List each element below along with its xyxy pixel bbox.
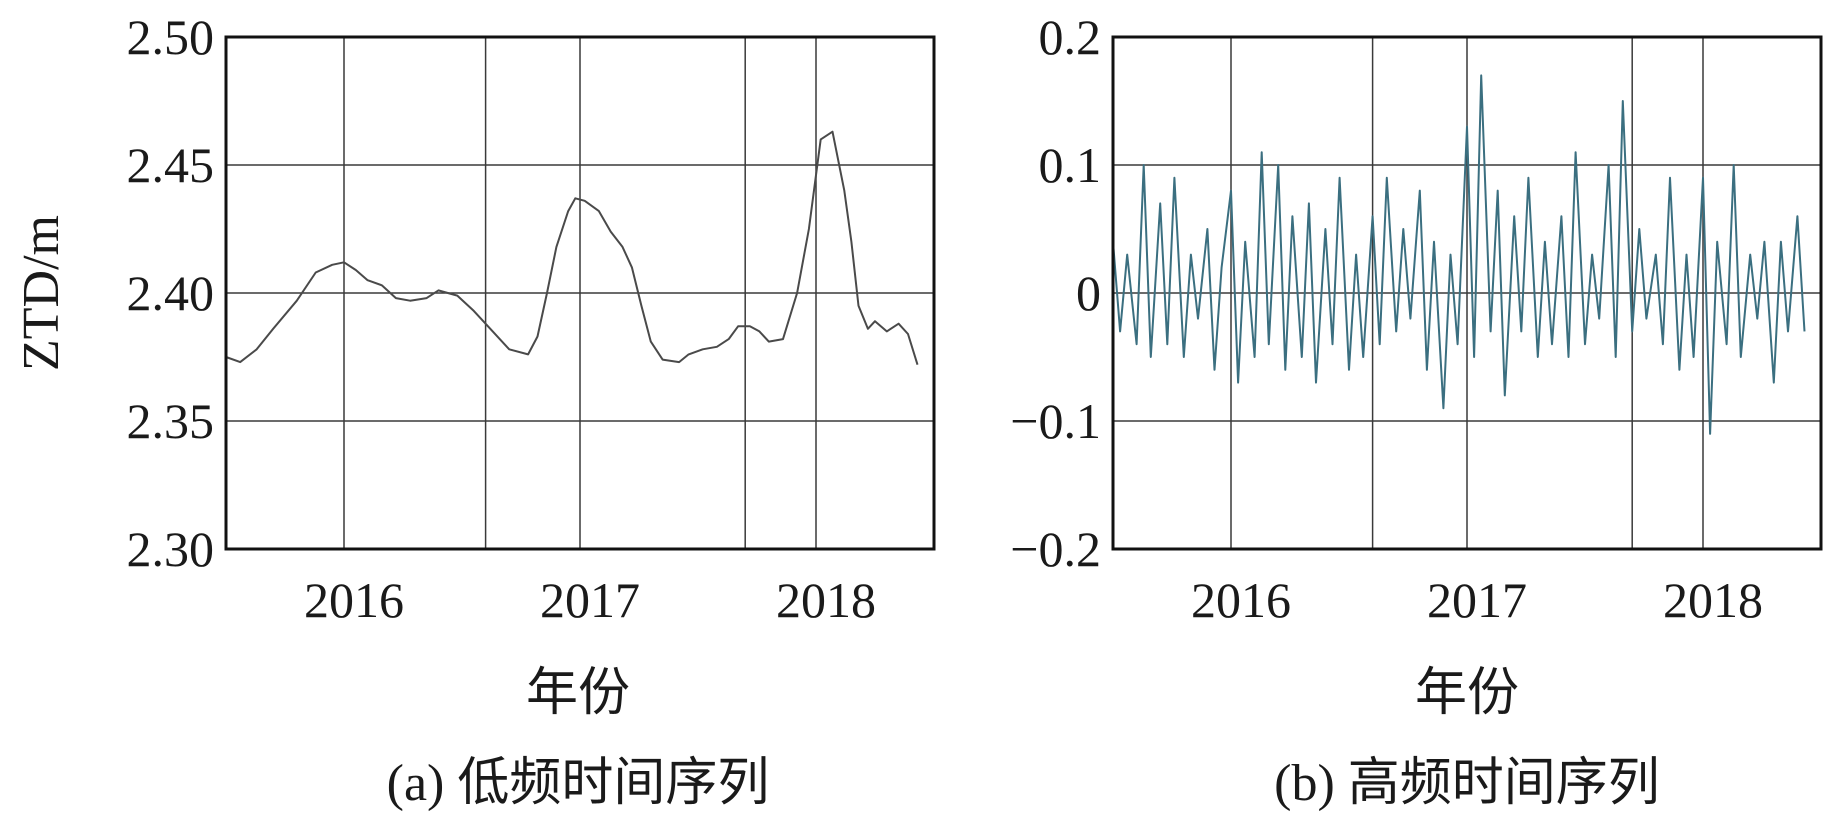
x-tick-labels-b: 2016 2017 2018 [1191, 572, 1763, 628]
x-tick-label: 2018 [1663, 572, 1763, 628]
series-a [225, 130, 919, 365]
y-tick-label: 2.40 [127, 265, 215, 321]
plot-frame-b [1111, 35, 1823, 551]
y-tick-label: 2.50 [127, 9, 215, 65]
series-line [225, 130, 919, 365]
panel-a: 2.302.352.402.452.50 2016 2017 2018 ZTD/m … [13, 9, 936, 812]
y-tick-label: 2.30 [127, 521, 215, 577]
x-tick-labels-a: 2016 2017 2018 [304, 572, 876, 628]
x-tick-label: 2017 [1427, 572, 1527, 628]
y-tick-labels-a: 2.30 2.35 2.40 2.45 2.50 [127, 9, 215, 577]
y-tick-label: 2.35 [127, 393, 215, 449]
x-tick-label: 2018 [776, 572, 876, 628]
x-tick-label: 2017 [540, 572, 640, 628]
x-tick-label: 2016 [304, 572, 404, 628]
x-axis-label-a: 年份 [526, 665, 630, 722]
grid-a [226, 36, 934, 550]
y-tick-label: 2.45 [127, 137, 215, 193]
x-axis-label-b: 年份 [1415, 665, 1519, 722]
series-b [1112, 74, 1806, 435]
y-tick-label: 0.1 [1039, 137, 1102, 193]
y-axis-label-a: ZTD/m [13, 215, 70, 371]
y-tick-label: 0.2 [1039, 9, 1102, 65]
caption-a: (a) 低频时间序列 [387, 755, 770, 812]
y-tick-label: 0 [1076, 265, 1101, 321]
panel-b: −0.2 −0.1 0 0.1 0.2 2016 2017 2018 年份 (b) 高频时间… [1010, 9, 1823, 812]
y-tick-label: −0.2 [1010, 521, 1101, 577]
caption-b: (b) 高频时间序列 [1274, 755, 1660, 812]
y-tick-label: −0.1 [1010, 393, 1101, 449]
y-tick-labels-b: −0.2 −0.1 0 0.1 0.2 [1010, 9, 1101, 577]
plot-frame-a [224, 35, 936, 551]
x-tick-label: 2016 [1191, 572, 1291, 628]
series-line [1112, 74, 1806, 435]
